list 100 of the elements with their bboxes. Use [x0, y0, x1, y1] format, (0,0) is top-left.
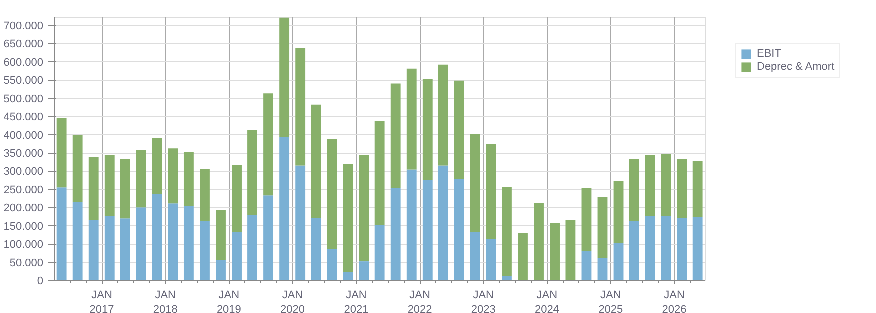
bar	[677, 218, 688, 280]
bar	[296, 166, 306, 280]
x-tick-label: JAN 2025	[598, 290, 624, 313]
bar	[629, 221, 640, 280]
bar	[72, 202, 83, 280]
bar	[677, 159, 688, 218]
bar	[232, 232, 242, 280]
bar	[566, 220, 576, 280]
bar	[486, 144, 496, 240]
bar	[614, 181, 624, 244]
y-tick-label: 700.000	[4, 20, 44, 33]
bar	[692, 161, 703, 218]
bar	[374, 225, 385, 280]
y-tick-label: 500.000	[4, 93, 44, 106]
x-tick-label: JAN 2023	[471, 290, 496, 313]
y-tick-label: 50.000	[10, 257, 44, 270]
bar	[88, 220, 99, 280]
y-tick-label: 650.000	[4, 38, 44, 51]
bar	[534, 203, 544, 280]
y-tick-label: 300.000	[4, 166, 44, 178]
x-tick-label: JAN 2018	[153, 290, 178, 313]
bar	[264, 196, 274, 280]
legend-label: EBIT	[757, 48, 782, 60]
bar	[598, 197, 608, 258]
y-tick-label: 100.000	[4, 239, 44, 252]
bar	[88, 157, 99, 220]
bar	[56, 118, 67, 188]
bar	[104, 156, 115, 216]
bar	[120, 218, 130, 280]
bar	[232, 165, 242, 232]
bar	[311, 104, 322, 218]
bar	[120, 159, 130, 219]
bar	[248, 215, 258, 280]
x-tick-label: JAN 2017	[90, 290, 114, 313]
x-tick-label: JAN 2024	[534, 290, 560, 313]
bar	[438, 166, 448, 280]
bar	[422, 79, 433, 180]
bar	[216, 210, 226, 260]
bar	[280, 18, 290, 138]
bar	[184, 152, 194, 206]
bar	[152, 194, 162, 280]
bar	[692, 217, 703, 280]
legend-label: Deprec & Amort	[757, 61, 835, 73]
y-tick-label: 150.000	[4, 220, 44, 233]
bar	[168, 204, 178, 280]
bar	[406, 68, 417, 170]
bar	[454, 80, 464, 180]
bar	[438, 64, 448, 166]
y-tick-label: 400.000	[4, 130, 44, 142]
bar	[598, 258, 608, 280]
bar	[470, 134, 480, 232]
y-tick-label: 200.000	[4, 202, 44, 215]
y-tick-label: 350.000	[4, 148, 44, 160]
bar	[104, 216, 115, 280]
x-tick-label: JAN 2026	[662, 290, 687, 313]
y-tick-label: 250.000	[4, 184, 44, 196]
bar	[550, 223, 560, 280]
bar	[486, 239, 496, 280]
bar	[582, 188, 592, 252]
bar	[136, 150, 146, 208]
bar	[72, 136, 83, 202]
bar	[152, 138, 162, 195]
bar	[343, 164, 354, 272]
bar	[184, 206, 194, 280]
x-tick-label: JAN 2019	[216, 290, 242, 313]
bar	[136, 208, 146, 280]
bar	[327, 139, 338, 250]
bar	[645, 155, 656, 216]
bar	[390, 84, 401, 188]
bar	[661, 216, 672, 280]
bar	[327, 250, 338, 280]
bar	[614, 243, 624, 280]
bar	[406, 170, 417, 280]
bar	[168, 148, 178, 204]
bar	[502, 276, 512, 280]
bar	[518, 234, 528, 280]
bar	[264, 94, 274, 196]
x-tick-label: JAN 2020	[280, 290, 305, 313]
bar	[216, 260, 226, 280]
y-tick-label: 0	[37, 276, 44, 288]
bar	[200, 169, 210, 222]
bar	[422, 180, 433, 280]
bar	[311, 218, 322, 280]
bar	[454, 179, 464, 280]
bar	[645, 216, 656, 280]
bar	[629, 159, 640, 222]
y-tick-label: 600.000	[4, 56, 44, 69]
x-tick-label: JAN 2022	[408, 290, 432, 313]
y-tick-label: 550.000	[4, 75, 44, 88]
x-tick-label: JAN 2021	[344, 290, 369, 313]
bar	[582, 251, 592, 280]
bar	[470, 232, 480, 280]
bar	[200, 221, 210, 280]
bar	[296, 48, 306, 166]
bar	[280, 137, 290, 280]
bar	[374, 120, 385, 226]
bar	[661, 154, 672, 216]
bar	[359, 262, 370, 280]
bar	[56, 188, 67, 280]
y-tick-label: 450.000	[4, 112, 44, 124]
